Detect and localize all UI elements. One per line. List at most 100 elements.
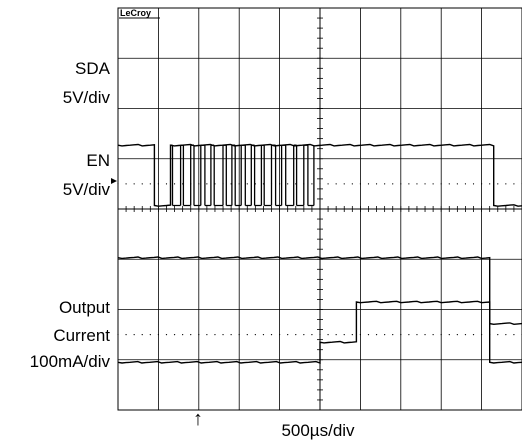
grid-dot	[190, 334, 192, 336]
grid-dot	[408, 334, 410, 336]
iout-trace	[117, 300, 522, 364]
grid-dot	[359, 334, 361, 336]
grid-dot	[287, 334, 289, 336]
grid-dot	[133, 183, 135, 185]
grid-dot	[141, 334, 143, 336]
grid-dot	[375, 334, 378, 336]
grid-dot	[327, 334, 329, 336]
grid-dot	[295, 334, 297, 336]
grid-dot	[238, 183, 240, 185]
grid-dot	[400, 183, 402, 185]
iout-label-2: Current	[53, 326, 110, 345]
grid-dot	[287, 183, 289, 185]
grid-dot	[157, 334, 159, 336]
grid-dot	[165, 183, 168, 185]
grid-dot	[351, 334, 353, 336]
grid-dot	[489, 183, 491, 185]
grid-dot	[513, 334, 515, 336]
grid-dot	[206, 334, 208, 336]
grid-dot	[141, 183, 143, 185]
grid-dot	[198, 183, 200, 185]
grid-dot	[440, 183, 442, 185]
grid-dot	[343, 183, 345, 185]
sda-label: SDA	[75, 59, 111, 78]
grid-dot	[319, 334, 321, 336]
grid-dot	[384, 183, 386, 185]
grid-dot	[472, 334, 475, 336]
grid-dot	[182, 334, 184, 336]
grid-dot	[343, 334, 345, 336]
grid-dot	[392, 334, 394, 336]
grid-dot	[448, 334, 450, 336]
sda-trace	[117, 143, 522, 207]
grid-dot	[464, 334, 467, 336]
grid-dot	[472, 183, 475, 185]
grid-dot	[117, 183, 119, 185]
grid-dot	[513, 183, 515, 185]
grid-dot	[497, 183, 499, 185]
grid-dot	[125, 334, 127, 336]
en-scale: 5V/div	[63, 180, 111, 199]
grid-dot	[367, 183, 370, 185]
grid-dot	[481, 334, 483, 336]
iout-scale: 100mA/div	[30, 352, 111, 371]
grid-dot	[384, 334, 386, 336]
grid-dot	[440, 334, 442, 336]
grid-dot	[173, 334, 176, 336]
grid-dot	[222, 334, 224, 336]
grid-dot	[505, 183, 507, 185]
grid-dot	[497, 334, 499, 336]
grid-dot	[416, 183, 418, 185]
brand-logo: LeCroy	[120, 8, 151, 18]
grid-dot	[456, 183, 458, 185]
grid-dot	[246, 183, 248, 185]
grid-dot	[335, 183, 337, 185]
grid-dot	[206, 183, 208, 185]
grid-dot	[408, 183, 410, 185]
iout-label-1: Output	[59, 298, 110, 317]
grid-dot	[254, 334, 256, 336]
grid-dot	[311, 334, 313, 336]
grid-dot	[375, 183, 378, 185]
grid-dot	[335, 334, 337, 336]
grid-dot	[149, 334, 151, 336]
en-label: EN	[86, 151, 110, 170]
grid-dot	[400, 334, 402, 336]
grid-dot	[456, 334, 458, 336]
grid-dot	[432, 334, 434, 336]
grid-dot	[279, 334, 281, 336]
grid-dot	[262, 334, 265, 336]
traces	[117, 143, 522, 364]
trigger-arrow: ↑	[193, 408, 203, 430]
grid-dot	[198, 334, 200, 336]
grid-dot	[279, 183, 281, 185]
grid-dot	[133, 334, 135, 336]
grid-dot	[270, 334, 273, 336]
grid-dot	[125, 183, 127, 185]
grid-dot	[424, 334, 426, 336]
grid-dot	[424, 183, 426, 185]
grid-dot	[351, 183, 353, 185]
grid-dot	[319, 183, 321, 185]
grid-dot	[392, 183, 394, 185]
grid-dot	[165, 334, 168, 336]
grid-dot	[311, 183, 313, 185]
grid-dot	[464, 183, 467, 185]
grid-dot	[246, 334, 248, 336]
grid-dot	[117, 334, 119, 336]
grid-dot	[238, 334, 240, 336]
grid-dot	[448, 183, 450, 185]
grid-dot	[303, 334, 305, 336]
grid-dot	[157, 183, 159, 185]
timebase-label: 500µs/div	[281, 421, 355, 440]
en-ground-marker	[111, 178, 117, 184]
sda-scale: 5V/div	[63, 88, 111, 107]
grid-dot	[481, 183, 483, 185]
sda-burst	[170, 144, 315, 207]
graticule	[117, 7, 522, 411]
grid-dot	[416, 334, 418, 336]
grid-dot	[367, 334, 370, 336]
en-trace	[117, 256, 522, 326]
grid-dot	[214, 334, 216, 336]
